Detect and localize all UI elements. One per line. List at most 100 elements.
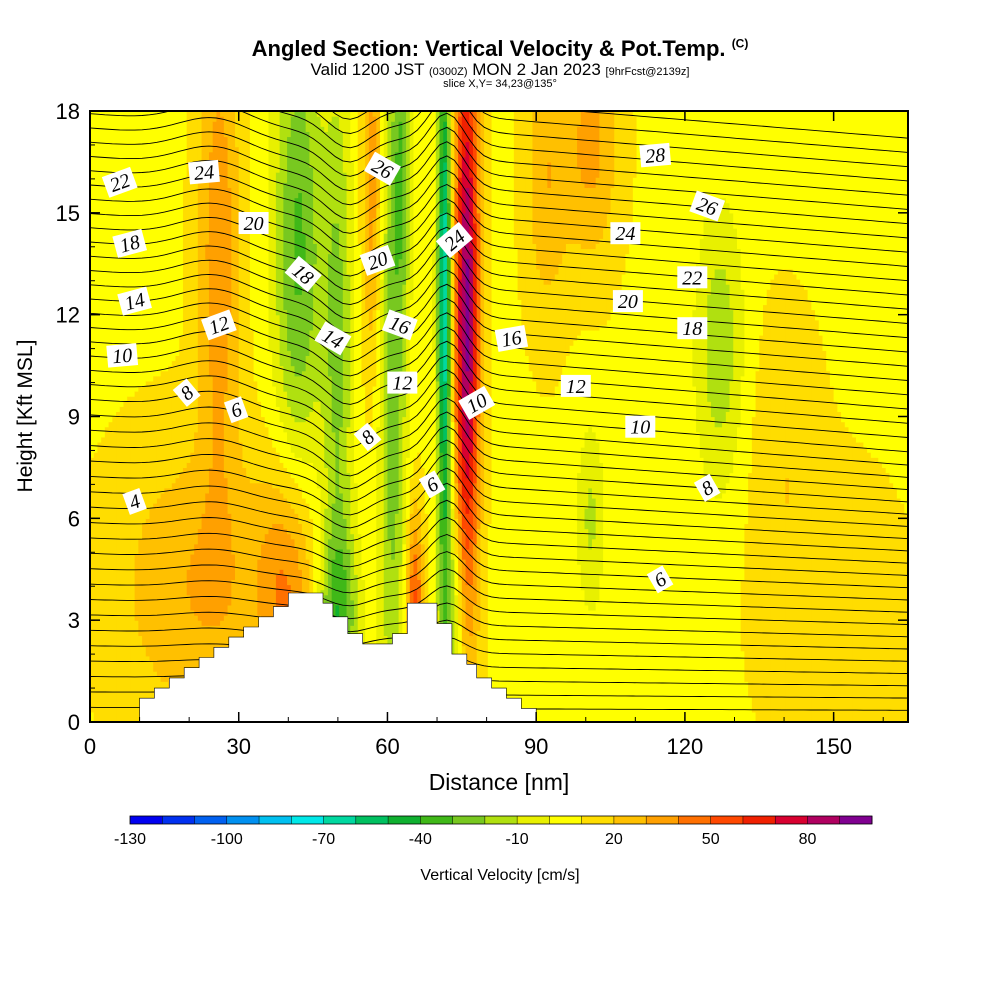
velocity-cell <box>283 111 288 183</box>
velocity-cell <box>138 538 143 637</box>
velocity-cell <box>591 248 597 331</box>
velocity-cell <box>108 111 113 423</box>
plot-area: 22 24201814121086418142620161282410616121… <box>90 111 908 722</box>
velocity-cell <box>394 513 400 667</box>
velocity-cell <box>707 294 712 402</box>
velocity-cell <box>796 111 801 280</box>
theta-contour-line <box>90 226 908 310</box>
colorbar-frame <box>129 815 873 825</box>
subtitle-valid: Valid 1200 JST <box>310 60 425 79</box>
velocity-cell <box>290 111 296 117</box>
velocity-cell <box>458 543 463 581</box>
velocity-cell <box>220 116 225 621</box>
velocity-cell <box>424 111 429 514</box>
velocity-cell <box>104 426 110 722</box>
contour-label: 22 <box>677 266 708 289</box>
colorbar-tick-label: 80 <box>799 831 817 848</box>
theta-contour-line <box>90 499 908 564</box>
velocity-cell <box>595 243 600 331</box>
velocity-cell <box>703 111 708 219</box>
velocity-cell <box>562 365 567 722</box>
contour-label-box <box>494 324 529 352</box>
velocity-cell <box>487 111 493 525</box>
velocity-cell <box>287 503 292 535</box>
velocity-cell <box>320 111 325 127</box>
velocity-cell <box>762 304 768 722</box>
contour-label-box <box>353 422 382 452</box>
velocity-cell <box>93 111 99 453</box>
velocity-cell <box>692 309 697 387</box>
velocity-cell <box>710 202 716 280</box>
velocity-cell <box>283 528 288 575</box>
contour-label: 12 <box>387 371 418 395</box>
velocity-cell <box>346 111 351 275</box>
velocity-cell <box>127 396 132 722</box>
colorbar-tick-label: -70 <box>312 831 335 848</box>
velocity-cell <box>439 111 444 158</box>
velocity-cell <box>603 228 608 326</box>
colorbar-swatch <box>130 816 163 824</box>
velocity-cell <box>770 111 775 280</box>
velocity-cell <box>261 416 266 484</box>
velocity-cell <box>718 111 723 199</box>
velocity-cell <box>800 284 805 722</box>
velocity-cell <box>733 228 738 453</box>
theta-contour-line <box>90 516 908 576</box>
velocity-cell <box>353 574 359 657</box>
velocity-cell <box>160 370 165 494</box>
subtitle-fcst: [9hrFcst@2139z] <box>605 66 690 78</box>
velocity-cell <box>298 487 303 525</box>
velocity-cell <box>815 111 820 321</box>
velocity-cell <box>201 513 206 626</box>
velocity-cell <box>372 385 377 722</box>
theta-contour-line <box>276 111 908 168</box>
velocity-cell <box>298 192 303 295</box>
velocity-cell <box>290 452 296 479</box>
velocity-cell <box>517 111 522 300</box>
velocity-cell <box>194 111 199 433</box>
contour-label: 24 <box>188 159 220 185</box>
contour-label: 18 <box>112 228 148 258</box>
velocity-cell <box>119 111 125 407</box>
velocity-cell <box>684 111 690 722</box>
velocity-cell <box>197 177 203 530</box>
velocity-cell <box>729 380 734 474</box>
velocity-cell <box>272 523 277 667</box>
velocity-cell <box>476 630 482 722</box>
velocity-cell <box>718 197 723 270</box>
velocity-cell <box>190 111 195 453</box>
velocity-cell <box>476 111 482 214</box>
velocity-cell <box>725 284 731 413</box>
velocity-cell <box>472 406 478 484</box>
theta-contour-line <box>90 602 908 638</box>
velocity-cell <box>186 594 191 698</box>
velocity-cell <box>577 167 582 244</box>
theta-contour-line <box>90 397 908 478</box>
velocity-cell <box>190 452 195 555</box>
velocity-cell <box>339 111 344 132</box>
velocity-cell <box>294 375 299 423</box>
velocity-cell <box>710 111 716 204</box>
velocity-cell <box>472 223 478 407</box>
velocity-cell <box>446 396 452 672</box>
colorbar: -130 -100 -70 -40 -10 20 50 80 <box>114 815 873 848</box>
velocity-cell <box>279 365 284 423</box>
velocity-cell <box>841 111 846 423</box>
velocity-cell <box>629 111 634 229</box>
theta-contour-line <box>90 269 908 353</box>
velocity-cell <box>569 111 574 244</box>
velocity-cell <box>279 492 284 525</box>
velocity-cell <box>454 482 459 519</box>
velocity-cell <box>837 411 842 722</box>
velocity-cell <box>774 111 779 275</box>
velocity-cell <box>268 350 273 438</box>
velocity-cell <box>287 111 292 138</box>
velocity-cell <box>766 111 772 290</box>
velocity-cell <box>249 482 255 687</box>
velocity-cell <box>372 111 377 117</box>
velocity-cell <box>417 452 422 509</box>
velocity-cell <box>751 416 757 713</box>
velocity-cell <box>547 284 552 397</box>
velocity-cell <box>904 111 908 514</box>
velocity-cell <box>208 375 214 469</box>
